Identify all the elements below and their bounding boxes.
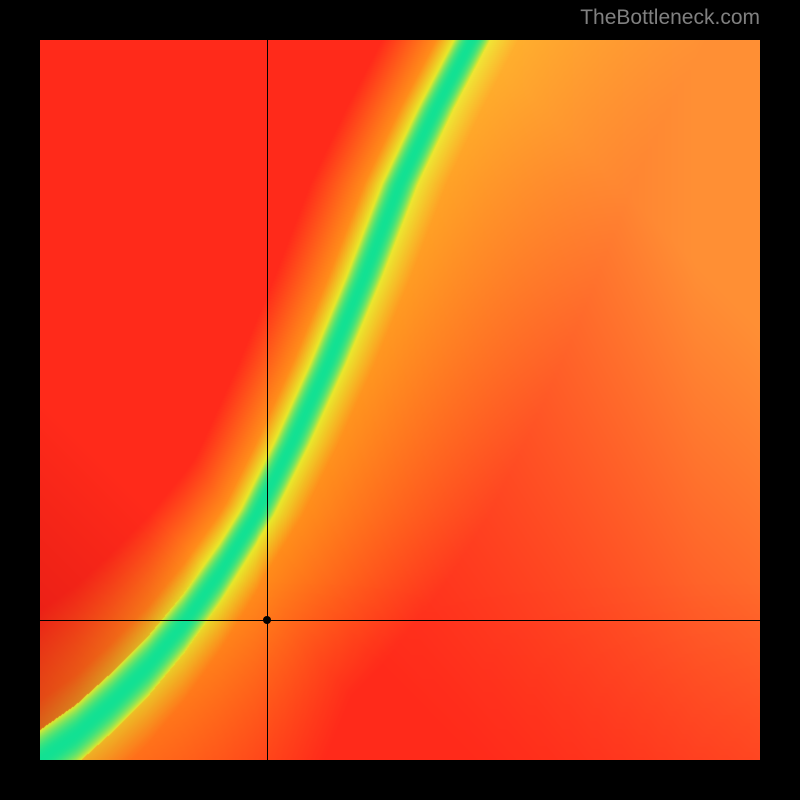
crosshair-vertical <box>267 40 268 760</box>
heatmap-plot <box>40 40 760 760</box>
watermark-text: TheBottleneck.com <box>580 6 760 30</box>
heatmap-canvas <box>40 40 760 760</box>
crosshair-horizontal <box>40 620 760 621</box>
marker-dot <box>263 616 271 624</box>
